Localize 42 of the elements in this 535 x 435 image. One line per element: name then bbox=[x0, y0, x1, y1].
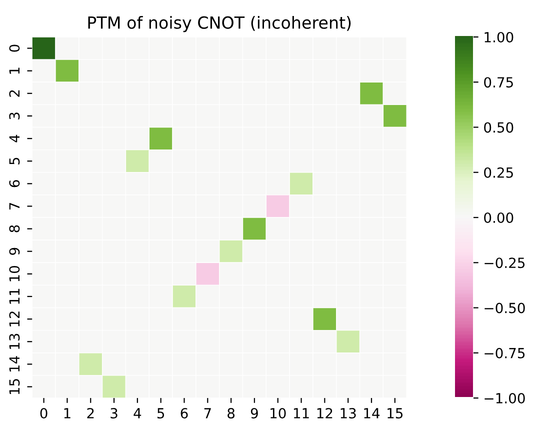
x-tick-label: 3 bbox=[110, 408, 118, 418]
color-bar-label: −1.00 bbox=[484, 392, 525, 404]
x-tick-label: 1 bbox=[64, 408, 70, 418]
y-tick-label: 14 bbox=[9, 356, 20, 372]
x-tick-label: 13 bbox=[340, 408, 356, 418]
x-tick-label: 4 bbox=[134, 408, 142, 418]
y-tick-label: 4 bbox=[9, 134, 20, 142]
x-tick-label: 7 bbox=[204, 408, 211, 418]
x-tick-label: 9 bbox=[250, 408, 258, 418]
y-tick-label: 13 bbox=[9, 334, 20, 349]
x-tick-label: 8 bbox=[228, 408, 235, 418]
color-bar-label: 0.50 bbox=[484, 122, 514, 133]
x-tick-label: 5 bbox=[157, 408, 164, 418]
y-tick-label: 11 bbox=[9, 288, 20, 304]
color-bar-label: −0.75 bbox=[484, 348, 525, 358]
x-tick-label: 10 bbox=[270, 408, 286, 418]
y-tick-label: 0 bbox=[9, 44, 20, 52]
y-tick-label: 10 bbox=[9, 266, 20, 282]
y-tick-label: 6 bbox=[9, 180, 20, 188]
x-tick-label: 11 bbox=[294, 408, 309, 418]
color-bar-label: −0.50 bbox=[484, 302, 525, 314]
y-tick-label: 1 bbox=[9, 68, 20, 74]
x-tick-label: 14 bbox=[364, 408, 380, 418]
y-tick-label: 5 bbox=[9, 158, 20, 164]
color-bar-label: 0.00 bbox=[484, 212, 514, 223]
y-tick-label: 7 bbox=[9, 202, 20, 210]
y-tick-label: 3 bbox=[9, 112, 20, 120]
color-bar-label: 0.25 bbox=[484, 167, 513, 178]
y-tick-label: 9 bbox=[9, 248, 20, 255]
chart-title: PTM of noisy CNOT (incoherent) bbox=[88, 16, 351, 32]
x-tick-label: 0 bbox=[40, 408, 48, 418]
color-bar-label: 0.75 bbox=[484, 77, 513, 88]
color-bar-label: −0.25 bbox=[484, 258, 525, 268]
x-tick-label: 6 bbox=[180, 408, 188, 418]
y-tick-label: 8 bbox=[9, 225, 20, 232]
y-tick-label: 12 bbox=[9, 312, 20, 326]
color-bar-label: 1.00 bbox=[484, 32, 514, 42]
x-tick-label: 15 bbox=[388, 408, 403, 418]
x-tick-label: 12 bbox=[317, 408, 332, 418]
y-tick-label: 2 bbox=[9, 90, 20, 97]
x-tick-label: 2 bbox=[87, 408, 94, 418]
y-tick-label: 15 bbox=[9, 379, 20, 394]
